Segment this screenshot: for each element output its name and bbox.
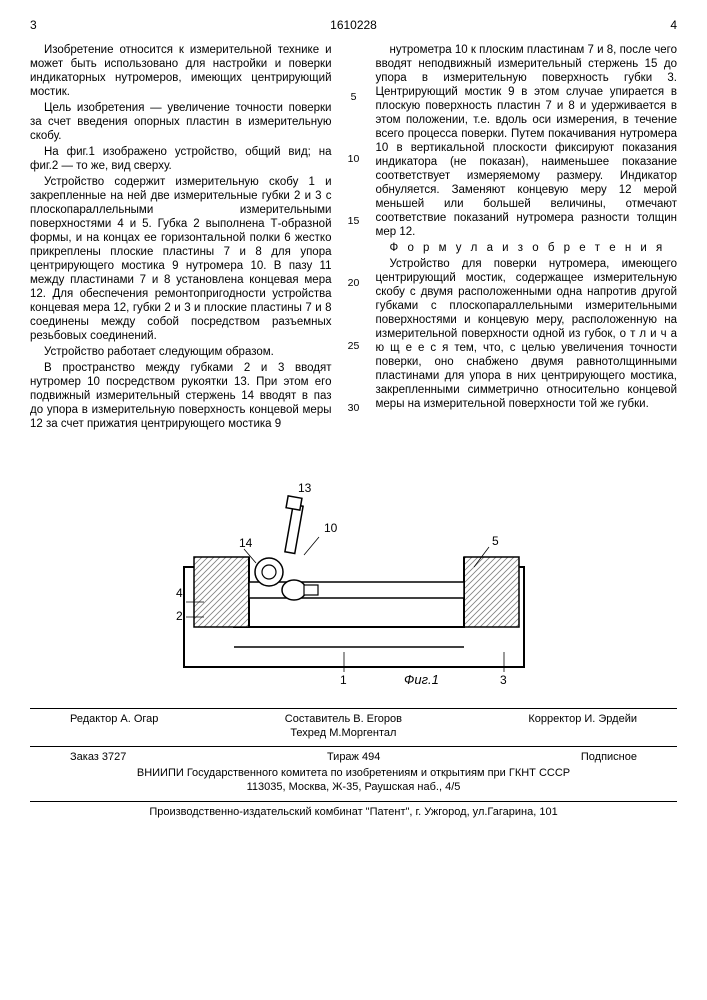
fig-label-2: 2 [176,609,183,623]
corrector: Корректор И. Эрдейи [528,713,637,741]
page-num-left: 3 [30,18,37,33]
fig-label-3: 3 [500,673,507,687]
fig-label-1: 1 [340,673,347,687]
separator-2 [30,746,677,747]
figure-svg: 13 10 14 4 2 5 1 3 Фиг.1 [144,477,564,697]
left-column: Изобретение относится к измерительной те… [30,43,332,464]
print-row: Заказ 3727 Тираж 494 Подписное [70,751,637,765]
left-p3: На фиг.1 изображено устройство, общий ви… [30,145,332,173]
left-p2: Цель изобретения — увеличение точности п… [30,101,332,143]
patent-page: 3 1610228 4 Изобретение относится к изме… [0,0,707,829]
doc-number: 1610228 [330,18,377,33]
figure-caption: Фиг.1 [404,672,439,687]
publisher-addr: 113035, Москва, Ж-35, Раушская наб., 4/5 [30,781,677,795]
right-column: нутрометра 10 к плоским пластинам 7 и 8,… [376,43,678,464]
editor: Редактор А. Огар [70,713,158,741]
compiler: Составитель В. Егоров [285,713,402,725]
line-marker: 30 [348,402,360,415]
fig-label-13: 13 [298,481,312,495]
left-p1: Изобретение относится к измерительной те… [30,43,332,99]
order-no: Заказ 3727 [70,751,126,765]
line-marker: 25 [348,340,360,353]
formula-heading: Ф о р м у л а и з о б р е т е н и я [376,241,678,255]
text-columns: Изобретение относится к измерительной те… [30,43,677,464]
fig-label-5: 5 [492,534,499,548]
separator-3 [30,801,677,802]
publisher-org: ВНИИПИ Государственного комитета по изоб… [30,767,677,781]
header-row: 3 1610228 4 [30,18,677,33]
left-p6: В пространство между губками 2 и 3 вводя… [30,361,332,431]
circulation: Тираж 494 [126,751,580,765]
subscription: Подписное [581,751,637,765]
fig-label-10: 10 [324,521,338,535]
fig-label-14: 14 [239,536,253,550]
colophon: Редактор А. Огар Составитель В. Егоров Т… [30,713,677,820]
left-p4: Устройство содержит измерительную скобу … [30,175,332,343]
line-marker: 10 [348,153,360,166]
separator-1 [30,708,677,709]
techred: Техред М.Моргентал [290,727,396,739]
line-number-gutter: 5 10 15 20 25 30 [346,43,362,464]
line-marker: 20 [348,277,360,290]
line-marker: 15 [348,215,360,228]
printer-line: Производственно-издательский комбинат "П… [30,806,677,820]
left-p5: Устройство работает следующим образом. [30,345,332,359]
page-num-right: 4 [670,18,677,33]
credits-row-1: Редактор А. Огар Составитель В. Егоров Т… [70,713,637,741]
fig-label-4: 4 [176,586,183,600]
figure-1: 13 10 14 4 2 5 1 3 Фиг.1 [30,472,677,702]
right-p1: нутрометра 10 к плоским пластинам 7 и 8,… [376,43,678,239]
right-p2: Устройство для поверки нутромера, имеюще… [376,257,678,411]
line-marker: 5 [351,91,357,104]
